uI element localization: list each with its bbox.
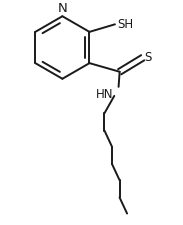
Text: HN: HN: [96, 88, 113, 100]
Text: S: S: [144, 51, 152, 64]
Text: SH: SH: [117, 18, 134, 31]
Text: N: N: [57, 2, 67, 15]
